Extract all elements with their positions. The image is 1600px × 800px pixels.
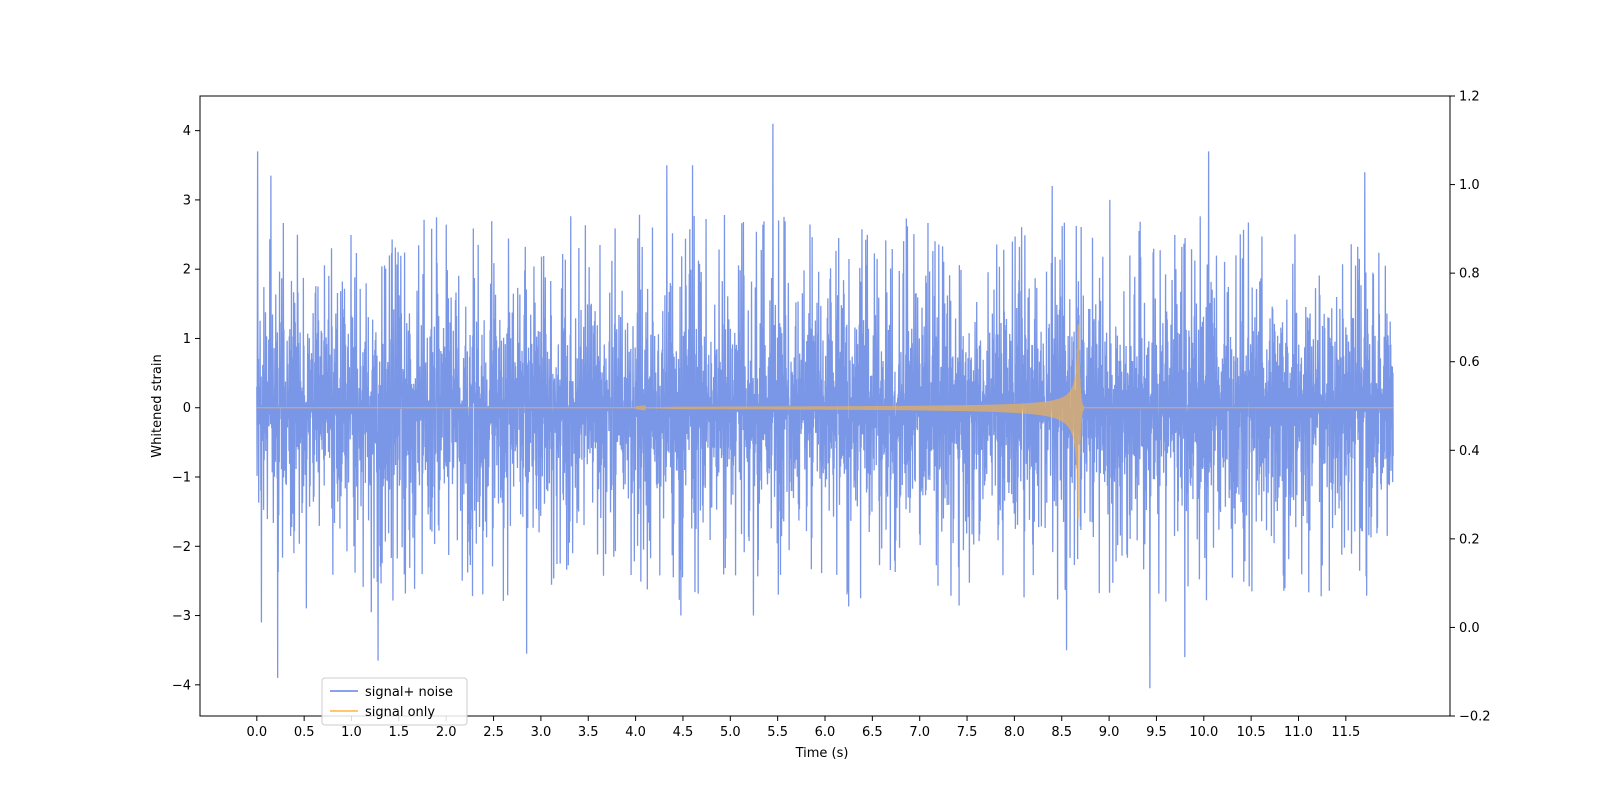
x-tick-label: 5.0	[720, 725, 741, 740]
x-tick-label: 10.5	[1237, 725, 1266, 740]
x-tick-label: 5.5	[767, 725, 788, 740]
x-tick-label: 1.5	[389, 725, 410, 740]
y-tick-label: −3	[172, 609, 191, 624]
x-axis: 0.0 0.5 1.0 1.5 2.0 2.5 3.0 3.5 4.0 4.5 5.0 5.5 6.0 6…	[246, 716, 1360, 740]
x-tick-label: 9.5	[1146, 725, 1167, 740]
y-tick-label: −2	[172, 540, 191, 555]
y-tick-label: 1	[183, 332, 191, 347]
x-tick-label: 0.5	[294, 725, 315, 740]
y-tick-label: 2	[183, 263, 191, 278]
y2-tick-label: 0.6	[1459, 355, 1480, 370]
x-tick-label: 7.5	[957, 725, 978, 740]
x-tick-label: 7.0	[909, 725, 930, 740]
y2-tick-label: 0.2	[1459, 532, 1480, 547]
x-tick-label: 2.5	[483, 725, 504, 740]
y2-tick-label: 1.2	[1459, 90, 1480, 105]
x-axis-label: Time (s)	[795, 746, 849, 761]
x-tick-label: 2.0	[436, 725, 457, 740]
y2-tick-label: −0.2	[1459, 710, 1491, 725]
x-tick-label: 8.0	[1004, 725, 1025, 740]
x-tick-label: 8.5	[1051, 725, 1072, 740]
x-tick-label: 10.0	[1189, 725, 1218, 740]
legend-box	[321, 677, 468, 726]
x-tick-label: 4.0	[625, 725, 646, 740]
y-tick-label: 0	[183, 401, 191, 416]
y-tick-label: −1	[172, 471, 191, 486]
series-line-signal-only	[256, 324, 1394, 519]
legend-label-signal-only: signal only	[365, 705, 435, 720]
y2-tick-label: 0.0	[1459, 621, 1480, 636]
x-tick-label: 0.0	[246, 725, 267, 740]
y2-tick-label: 0.8	[1459, 267, 1480, 282]
x-tick-label: 9.0	[1099, 725, 1120, 740]
plot-area	[256, 123, 1394, 689]
y-tick-label: 3	[183, 193, 191, 208]
legend: signal+ noise signal only	[321, 677, 468, 726]
x-tick-label: 4.5	[673, 725, 694, 740]
y-axis-label: Whitened strain	[150, 354, 165, 457]
legend-label-signal-plus-noise: signal+ noise	[365, 685, 453, 700]
y2-tick-label: 0.4	[1459, 444, 1480, 459]
x-tick-label: 1.0	[341, 725, 362, 740]
series-line-signal-plus-noise	[256, 123, 1394, 689]
y2-tick-label: 1.0	[1459, 178, 1480, 193]
y-axis-right: −0.2 0.0 0.2 0.4 0.6 0.8 1.0 1.2	[1450, 90, 1491, 725]
y-tick-label: −4	[172, 678, 191, 693]
x-tick-label: 6.0	[815, 725, 836, 740]
x-tick-label: 11.0	[1284, 725, 1313, 740]
y-axis-left: −4 −3 −2 −1 0 1 2 3 4	[172, 124, 200, 693]
x-tick-label: 11.5	[1331, 725, 1360, 740]
x-tick-label: 6.5	[862, 725, 883, 740]
y-tick-label: 4	[183, 124, 191, 139]
x-tick-label: 3.0	[531, 725, 552, 740]
x-tick-label: 3.5	[578, 725, 599, 740]
